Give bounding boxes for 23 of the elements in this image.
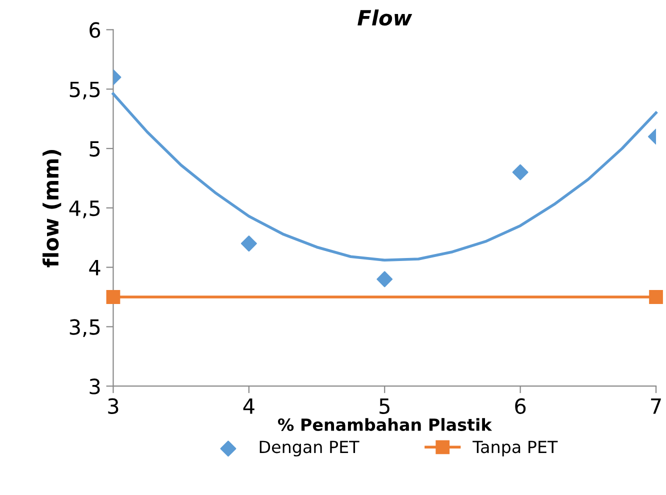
x-tick-label: 6 <box>515 398 526 414</box>
y-tick-label: 3 <box>90 378 100 394</box>
x-tick-label: 3 <box>108 398 118 414</box>
y-tick-label: 4 <box>89 260 100 276</box>
point <box>106 290 120 304</box>
point <box>376 271 393 288</box>
x-axis-title: % Penambahan Plastik <box>278 418 492 431</box>
y-tick-label: 5,5 <box>70 82 100 100</box>
y-tick-label: 5 <box>90 141 100 157</box>
point <box>240 236 257 252</box>
legend-label: Tanpa PET <box>472 440 558 456</box>
y-tick-label: 6 <box>90 22 100 38</box>
y-tick-label: 3,5 <box>70 319 100 338</box>
x-tick-label: 7 <box>651 398 661 414</box>
legend-label: Dengan PET <box>260 440 360 456</box>
x-tick-label: 4 <box>243 398 254 414</box>
chart-title: Flow <box>358 10 412 26</box>
x-tick-label: 5 <box>380 398 390 414</box>
y-axis-title: flow (mm) <box>42 150 62 268</box>
point <box>512 164 528 180</box>
line-series <box>112 92 658 262</box>
point <box>649 290 663 304</box>
y-tick-label: 4,5 <box>69 200 100 218</box>
